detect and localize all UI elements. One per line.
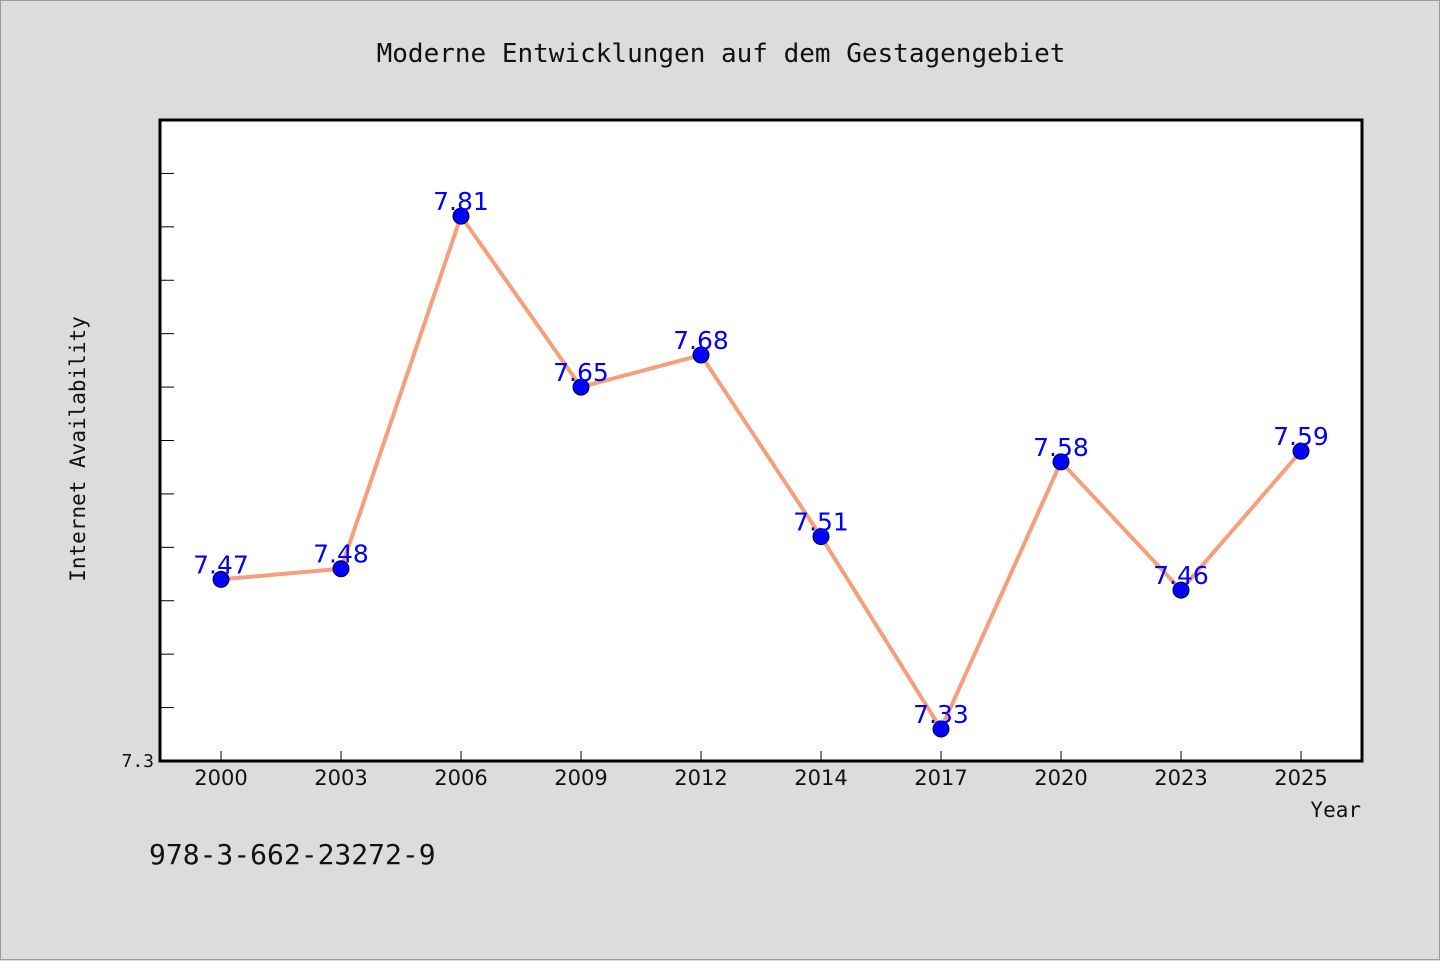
- y-axis-label: Internet Availability: [66, 316, 90, 582]
- x-tick-label: 2017: [914, 766, 967, 790]
- data-point: [1292, 442, 1310, 460]
- data-label: 7.47: [193, 550, 249, 579]
- data-label: 7.51: [793, 508, 849, 537]
- x-axis-ticks: [220, 751, 1302, 761]
- x-tick-label: 2025: [1274, 766, 1327, 790]
- data-point: [1052, 453, 1070, 471]
- series-markers: [212, 207, 1310, 738]
- y-tick-label: 7.3: [121, 751, 154, 772]
- data-label: 7.65: [553, 358, 609, 387]
- chart-title: Moderne Entwicklungen auf dem Gestagenge…: [377, 39, 1066, 69]
- data-point: [812, 528, 830, 546]
- data-label: 7.33: [913, 700, 969, 729]
- data-point: [452, 207, 470, 225]
- x-tick-label: 2003: [314, 766, 367, 790]
- data-point: [212, 570, 230, 588]
- data-label: 7.58: [1033, 433, 1089, 462]
- data-label: 7.48: [313, 540, 369, 569]
- isbn-text: 978-3-662-23272-9: [149, 838, 436, 871]
- data-point: [1172, 581, 1190, 599]
- data-label: 7.59: [1273, 422, 1329, 451]
- y-axis-ticks: [160, 119, 174, 762]
- plot-area: [158, 118, 1364, 763]
- x-tick-label: 2006: [434, 766, 487, 790]
- data-label: 7.68: [673, 326, 729, 355]
- data-point: [572, 378, 590, 396]
- x-tick-label: 2000: [194, 766, 247, 790]
- y-axis-tick-labels: 7.3: [121, 751, 154, 772]
- x-tick-label: 2020: [1034, 766, 1087, 790]
- x-tick-label: 2012: [674, 766, 727, 790]
- x-axis-tick-labels: 2000 2003 2006 2009 2012 2014 2017 2020 2023 2025: [194, 766, 1327, 790]
- data-label: 7.46: [1153, 561, 1209, 590]
- x-tick-label: 2023: [1154, 766, 1207, 790]
- x-axis-label: Year: [1310, 798, 1361, 822]
- data-label: 7.81: [433, 187, 489, 216]
- data-point: [692, 346, 710, 364]
- x-tick-label: 2014: [794, 766, 847, 790]
- data-point: [332, 560, 350, 578]
- data-labels: 7.47 7.48 7.81 7.65 7.68 7.51 7.33 7.58 7.46 7.59: [193, 187, 1329, 729]
- data-point: [932, 720, 950, 738]
- series-line: [220, 214, 1303, 731]
- x-tick-label: 2009: [554, 766, 607, 790]
